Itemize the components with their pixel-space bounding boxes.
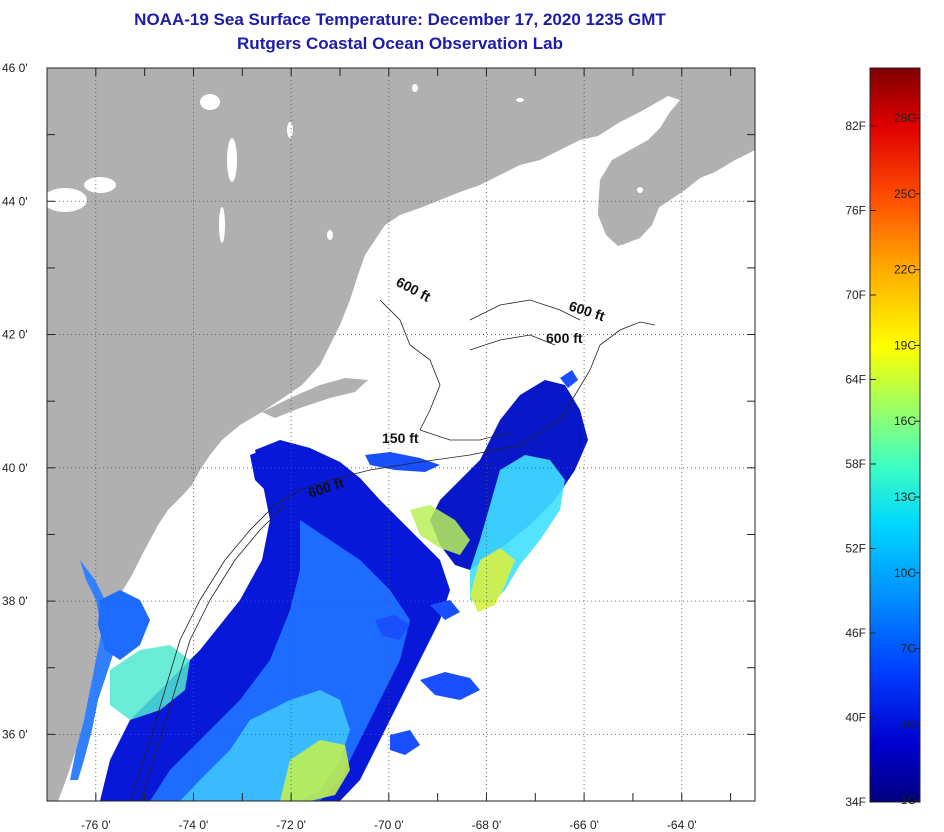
colorbar-celsius-label: 28C [894, 111, 916, 125]
sst-warm-patch-south [280, 740, 350, 801]
contour-label-3: 600 ft [546, 330, 583, 346]
sst-offshore-yellow [470, 548, 515, 612]
lat-tick-label: 46 0' [2, 61, 28, 75]
map-subtitle: Rutgers Coastal Ocean Observation Lab [237, 34, 563, 53]
colorbar-fahrenheit-label: 64F [845, 373, 866, 387]
lat-tick-label: 44 0' [2, 194, 28, 208]
bathymetry-contours [129, 299, 656, 801]
sst-scatter-2 [390, 730, 420, 755]
colorbar-fahrenheit-label: 58F [845, 457, 866, 471]
lon-tick-label: -68 0' [472, 818, 502, 832]
lat-tick-label: 38 0' [2, 594, 28, 608]
sst-colorbar: 82F 76F 70F 64F 58F 52F 46F 40F 34F 28C 25C 22C 19C 1… [845, 67, 921, 809]
contour-label-4: 150 ft [382, 430, 419, 446]
colorbar-fahrenheit-label: 46F [845, 626, 866, 640]
sst-cold-patch-nyb [250, 445, 320, 495]
sst-scatter-1 [420, 672, 480, 700]
lon-tick-label: -66 0' [569, 818, 599, 832]
land-nova-scotia [598, 112, 755, 246]
lat-tick-label: 40 0' [2, 461, 28, 475]
colorbar-celsius-label: 13C [894, 490, 916, 504]
sst-scatter-6 [430, 600, 460, 620]
map-title: NOAA-19 Sea Surface Temperature: Decembe… [134, 10, 666, 29]
sst-scatter-4 [375, 615, 410, 640]
land-north-america [47, 68, 755, 801]
lat-tick-label: 36 0' [2, 727, 28, 741]
colorbar-celsius-label: 1C [901, 793, 917, 807]
lon-tick-label: -64 0' [667, 818, 697, 832]
colorbar-celsius-label: 16C [894, 414, 916, 428]
lon-tick-label: -70 0' [374, 818, 404, 832]
colorbar-fahrenheit-label: 52F [845, 542, 866, 556]
sst-mid-yellow [410, 505, 470, 555]
sst-scatter-3 [365, 452, 440, 472]
colorbar-fahrenheit-label: 76F [845, 204, 866, 218]
colorbar-ramp [869, 67, 921, 803]
lon-tick-label: -74 0' [179, 818, 209, 832]
axis-ticks: -76 0' -74 0' -72 0' -70 0' -68 0' -66 0' -64 … [2, 61, 755, 832]
lon-tick-label: -72 0' [276, 818, 306, 832]
sst-warm-patch-southwest [110, 645, 190, 720]
lon-tick-label: -76 0' [81, 818, 111, 832]
colorbar-celsius-label: 22C [894, 263, 916, 277]
land-long-island [262, 378, 368, 418]
colorbar-labels: 82F 76F 70F 64F 58F 52F 46F 40F 34F 28C 25C 22C 19C 1… [845, 111, 920, 809]
map-frame [46, 67, 756, 802]
colorbar-fahrenheit-label: 34F [845, 795, 866, 809]
lat-tick-label: 42 0' [2, 328, 28, 342]
sst-map: 600 ft 600 ft 600 ft 150 ft 600 ft -76 0… [2, 61, 756, 832]
colorbar-fahrenheit-label: 70F [845, 288, 866, 302]
colorbar-celsius-label: 4C [901, 717, 917, 731]
sst-coastal-strip [98, 590, 150, 660]
colorbar-celsius-label: 10C [894, 566, 916, 580]
colorbar-fahrenheit-label: 82F [845, 119, 866, 133]
sst-scatter-5 [560, 370, 578, 388]
colorbar-celsius-label: 19C [894, 338, 916, 352]
colorbar-celsius-label: 7C [901, 642, 917, 656]
colorbar-fahrenheit-label: 40F [845, 711, 866, 725]
inland-lakes [47, 84, 643, 243]
colorbar-celsius-label: 25C [894, 187, 916, 201]
